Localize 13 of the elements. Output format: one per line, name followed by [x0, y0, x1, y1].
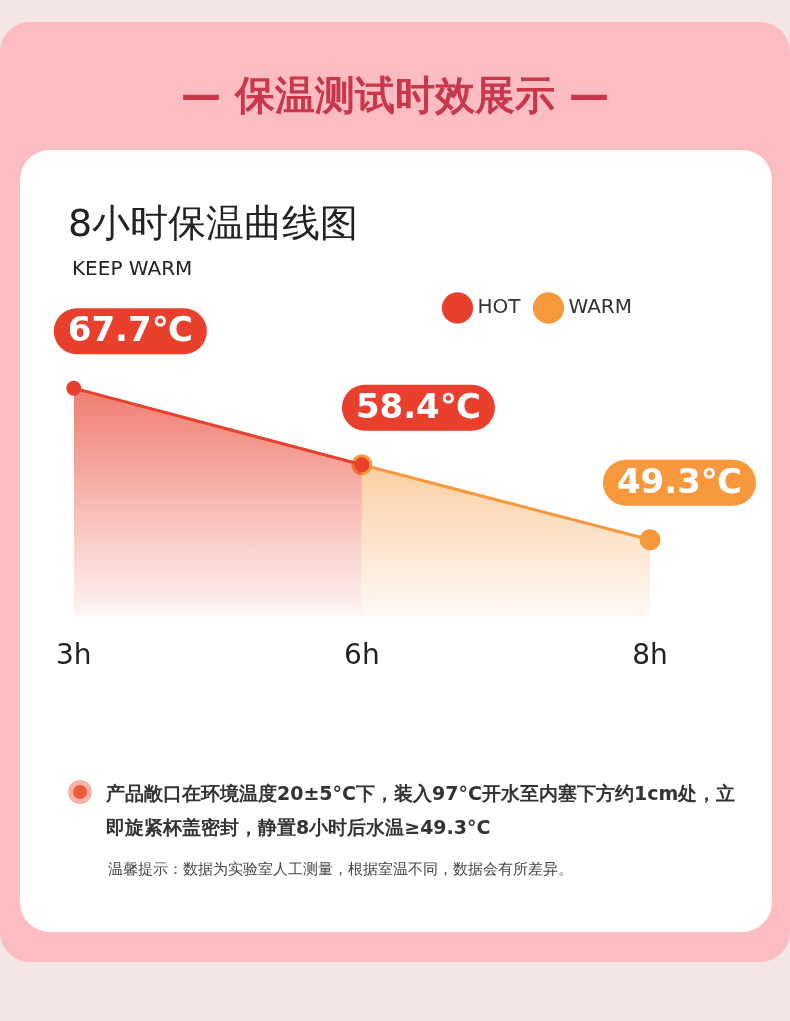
data-label: 49.3℃ — [616, 460, 742, 501]
x-tick-label: 6h — [344, 638, 380, 672]
text: — 保温测试时效展示 — — [180, 71, 610, 120]
legend-label: WARM — [568, 294, 632, 319]
chart-subtitle: KEEP WARM — [72, 256, 193, 280]
data-label: 67.7℃ — [67, 308, 193, 349]
annotation: 温馨提示：数据为实验室人工测量，根据室温不同，数据会有所差异。 — [108, 860, 573, 879]
x-tick-label: 8h — [632, 638, 668, 672]
legend-label: HOT — [477, 294, 522, 319]
chart-title: 8小时保温曲线图 — [68, 200, 359, 247]
data-label: 58.4℃ — [355, 385, 481, 426]
x-tick-label: 3h — [56, 638, 92, 672]
annotation: 产品敞口在环境温度20±5°C下，装入97°C开水至内塞下方约1cm处，立即旋紧杯盖密封，静置8小时后水温≥49.3°C — [106, 781, 737, 840]
